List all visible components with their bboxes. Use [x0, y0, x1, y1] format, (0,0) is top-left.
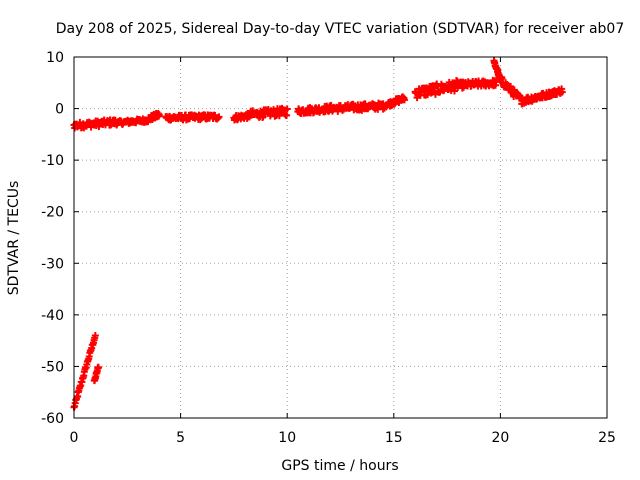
y-tick-label: -30 — [41, 256, 64, 272]
data-point — [259, 113, 267, 121]
data-point — [91, 331, 99, 339]
x-tick-label: 10 — [278, 430, 296, 446]
data-point — [400, 96, 408, 104]
y-tick-label: -40 — [41, 308, 64, 324]
y-tick-label: -50 — [41, 359, 64, 375]
y-tick-label: -20 — [41, 205, 64, 221]
data-point — [95, 364, 103, 372]
data-point — [215, 113, 223, 121]
data-point — [283, 105, 291, 113]
data-points — [70, 57, 566, 411]
data-point — [507, 82, 515, 90]
x-tick-label: 5 — [176, 430, 185, 446]
plot-frame — [73, 56, 608, 419]
x-tick-label: 15 — [385, 430, 403, 446]
ticks: 0 5 10 15 20 25 -60 -50 -40 -30 -20 -10 0 10 — [41, 50, 616, 446]
x-axis-label: GPS time / hours — [281, 458, 398, 474]
y-tick-label: 0 — [55, 102, 64, 118]
data-point — [558, 88, 566, 96]
x-tick-label: 25 — [598, 430, 616, 446]
y-tick-label: 10 — [46, 50, 64, 66]
x-tick-label: 20 — [491, 430, 509, 446]
data-point — [492, 78, 500, 86]
chart-title: Day 208 of 2025, Sidereal Day-to-day VTE… — [56, 21, 625, 37]
data-point — [155, 111, 163, 119]
y-axis-label: SDTVAR / TECUs — [6, 181, 22, 296]
x-tick-label: 0 — [70, 430, 79, 446]
y-tick-label: -60 — [41, 411, 64, 427]
y-tick-label: -10 — [41, 153, 64, 169]
data-point — [283, 111, 291, 119]
